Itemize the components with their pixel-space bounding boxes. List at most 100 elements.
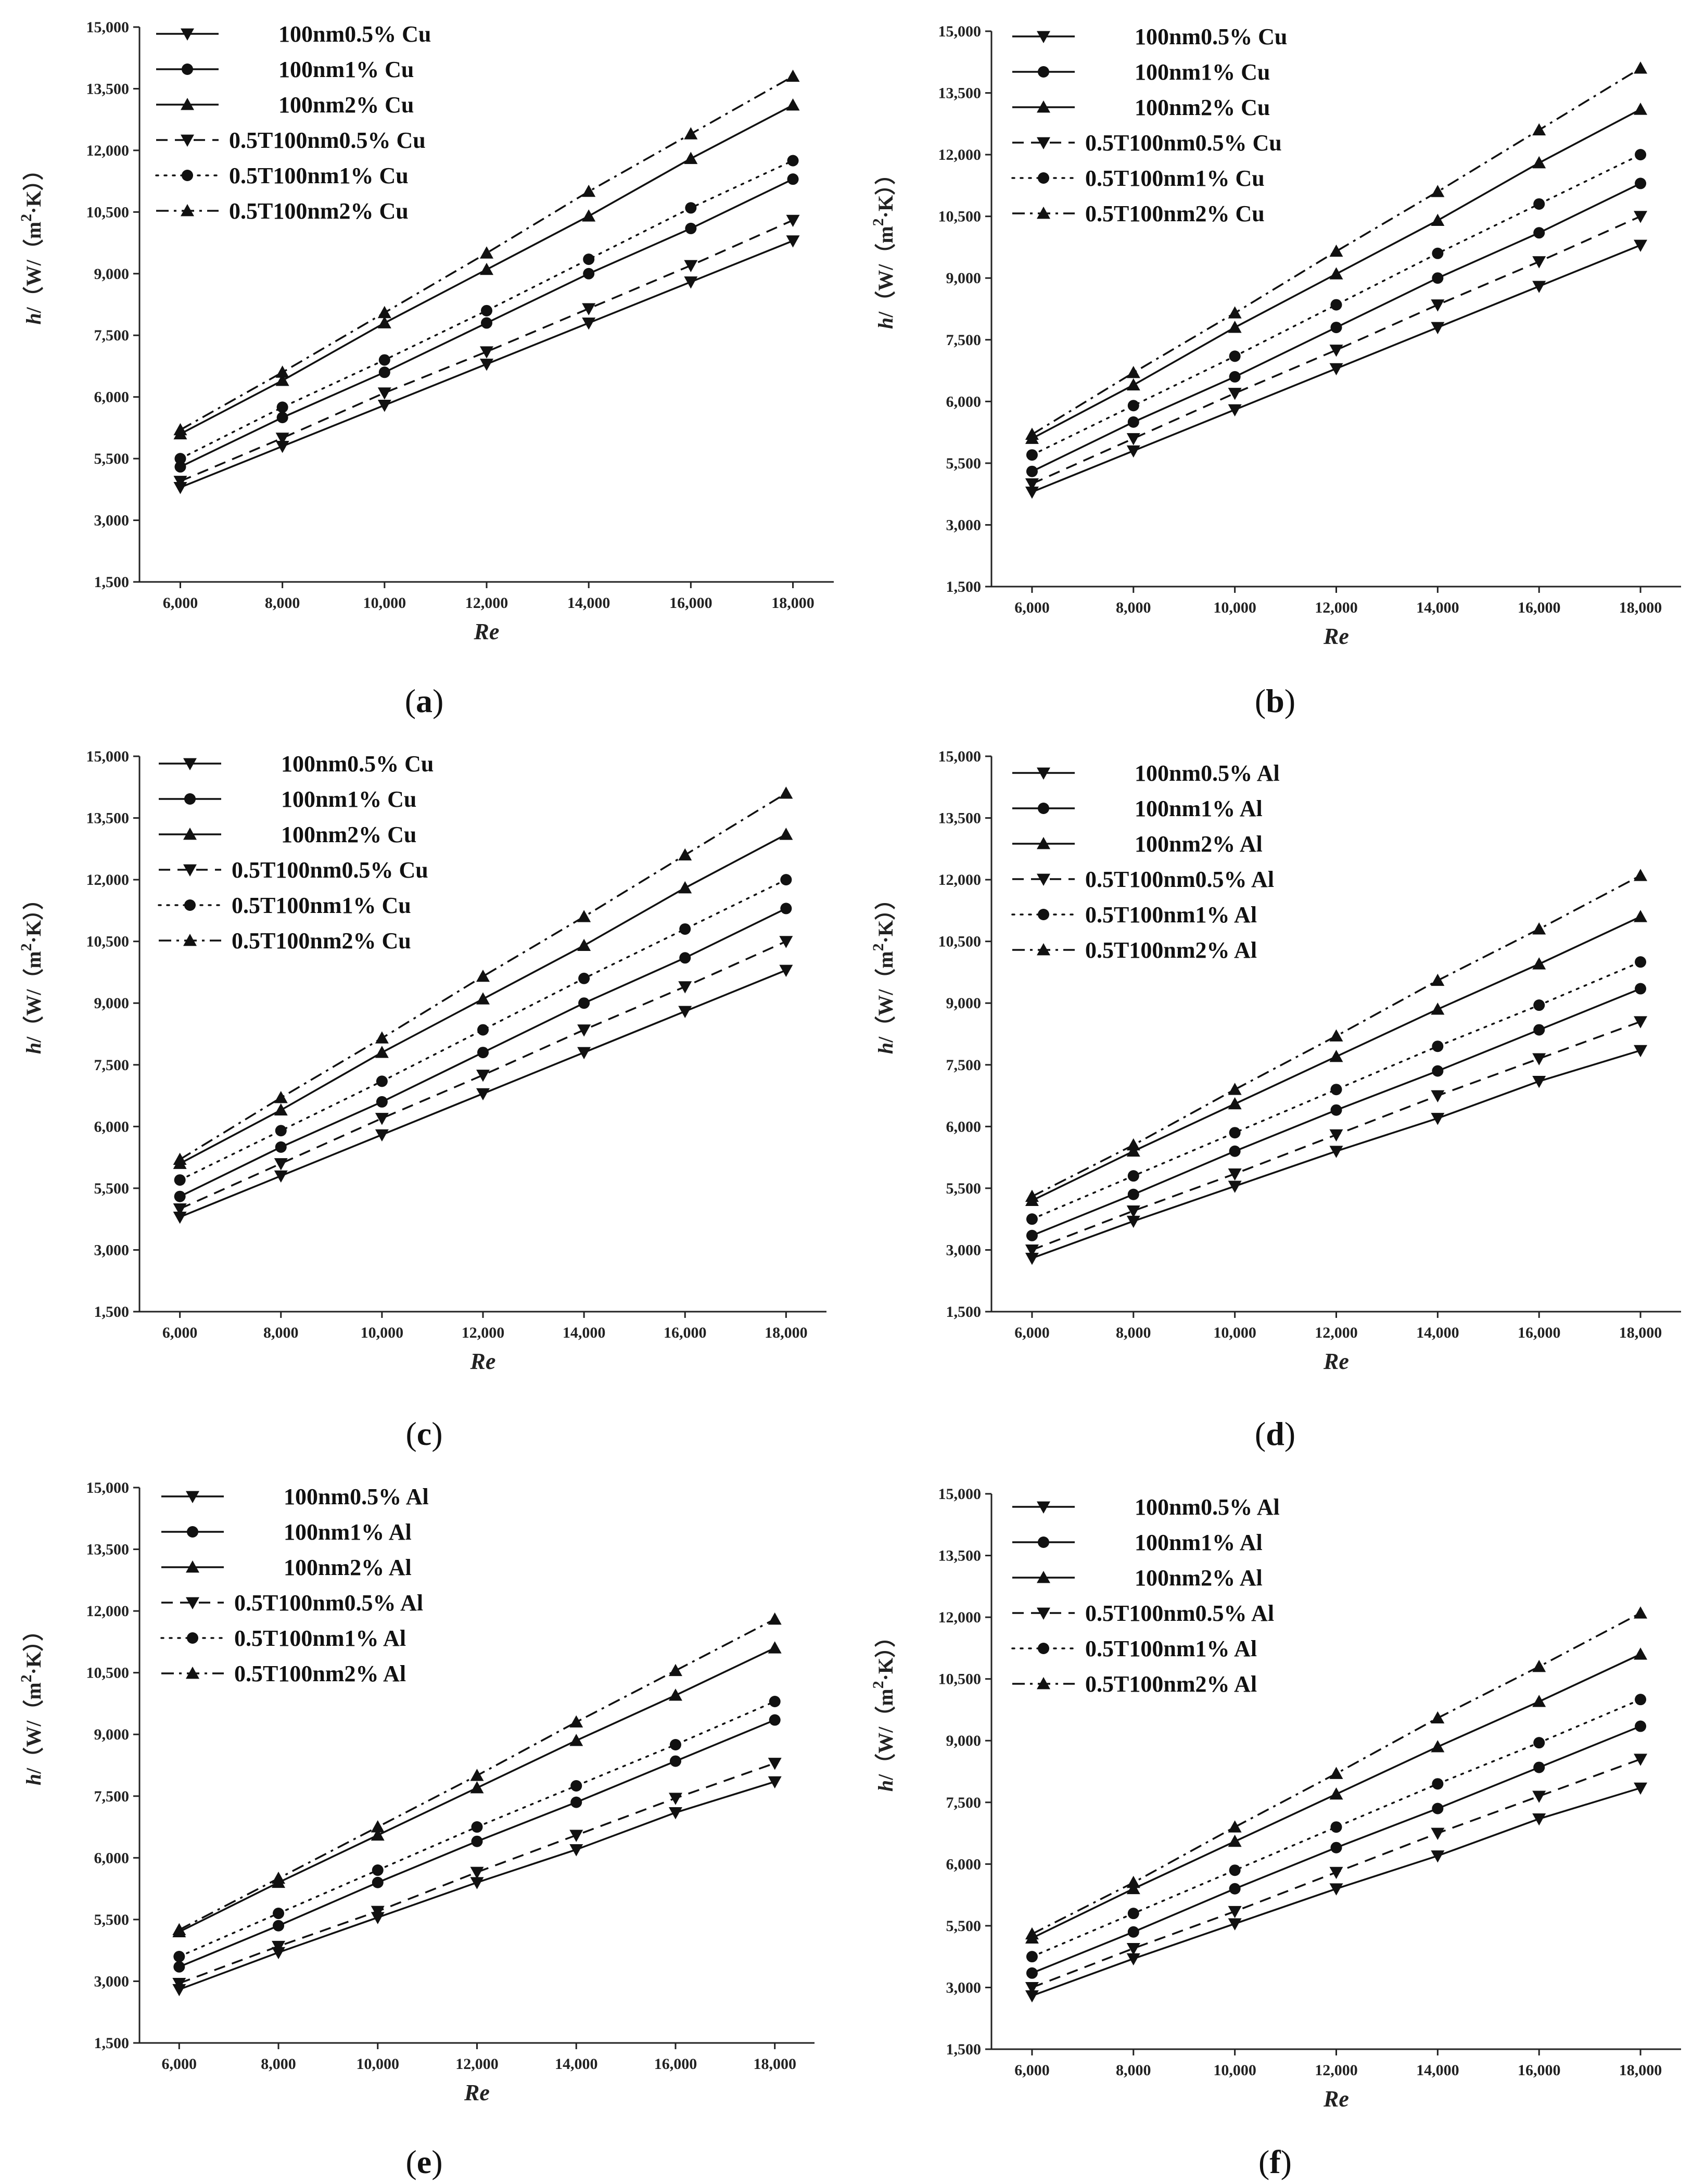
chart-panel-b: 1,500 3,000 5,500 6,000 7,500 9,000 10,500 12,0… bbox=[870, 23, 1681, 719]
data-point bbox=[173, 423, 187, 436]
y-axis-title-unit: /（W/（m bbox=[874, 1688, 897, 1781]
data-point bbox=[276, 401, 288, 413]
legend-label: 0.5T100nm0.5% Cu bbox=[1085, 130, 1282, 156]
data-point bbox=[470, 1877, 484, 1889]
legend-label: 0.5T100nm2% Cu bbox=[229, 198, 409, 224]
data-point bbox=[1431, 299, 1445, 312]
x-tick-label: 16,000 bbox=[669, 594, 712, 612]
data-point bbox=[578, 997, 590, 1009]
data-point bbox=[1229, 350, 1241, 362]
data-point bbox=[1634, 1606, 1648, 1619]
y-axis-title-suffix: ·K）） bbox=[22, 159, 45, 213]
data-point bbox=[1025, 1189, 1039, 1202]
data-point bbox=[1634, 1016, 1648, 1028]
data-point bbox=[583, 268, 595, 280]
data-point bbox=[375, 1113, 389, 1125]
data-point bbox=[1431, 322, 1445, 335]
y-axis-title-suffix: ·K）） bbox=[874, 1627, 897, 1681]
x-axis-title: Re bbox=[1323, 624, 1349, 649]
data-point bbox=[173, 1951, 185, 1963]
legend-label: 100nm1% Al bbox=[284, 1519, 412, 1545]
data-point bbox=[470, 1781, 484, 1794]
data-point bbox=[577, 938, 591, 951]
x-tick-label: 14,000 bbox=[1416, 2062, 1459, 2079]
y-tick-label: 13,500 bbox=[938, 85, 982, 102]
data-point bbox=[768, 1612, 782, 1625]
data-point bbox=[569, 1734, 583, 1746]
data-point bbox=[1229, 371, 1241, 383]
data-point bbox=[582, 209, 596, 222]
data-point bbox=[1431, 973, 1445, 986]
data-point bbox=[1330, 1084, 1342, 1096]
legend-marker bbox=[184, 793, 196, 805]
data-point bbox=[569, 1844, 583, 1857]
data-point bbox=[1533, 198, 1545, 210]
data-point bbox=[375, 1031, 389, 1044]
data-point bbox=[1026, 1951, 1038, 1963]
x-axis-title: Re bbox=[1323, 2086, 1349, 2112]
data-point bbox=[275, 441, 289, 453]
data-point bbox=[1126, 1942, 1140, 1956]
panel-caption-letter: f bbox=[1269, 2143, 1281, 2180]
y-tick-label: 12,000 bbox=[86, 1603, 130, 1620]
data-point bbox=[1432, 272, 1444, 284]
data-point bbox=[1432, 1065, 1444, 1077]
legend-label: 100nm2% Al bbox=[1135, 831, 1263, 857]
y-tick-label: 7,500 bbox=[94, 327, 130, 344]
data-point bbox=[678, 881, 692, 894]
data-point bbox=[272, 1871, 286, 1884]
x-tick-label: 14,000 bbox=[555, 2055, 598, 2073]
x-tick-label: 6,000 bbox=[162, 1324, 198, 1341]
legend-marker bbox=[186, 1597, 199, 1609]
data-point bbox=[275, 1125, 287, 1137]
legend-marker bbox=[1037, 837, 1050, 849]
data-point bbox=[1126, 1144, 1140, 1157]
x-tick-label: 10,000 bbox=[357, 2055, 400, 2073]
legend-marker bbox=[1037, 100, 1050, 113]
y-tick-label: 6,000 bbox=[946, 1118, 982, 1135]
data-point bbox=[678, 848, 692, 861]
y-axis-title: h/（W/（m2·K）） bbox=[18, 159, 45, 324]
legend-label: 100nm2% Cu bbox=[278, 92, 414, 118]
data-point bbox=[779, 786, 793, 799]
data-point bbox=[769, 1695, 781, 1707]
data-point bbox=[172, 1984, 186, 1997]
data-point bbox=[1329, 345, 1343, 357]
data-point bbox=[1431, 1740, 1445, 1753]
data-point bbox=[685, 222, 697, 234]
chart-panel-e: 1,500 3,000 5,500 6,000 7,500 9,000 10,500 12,0… bbox=[18, 1479, 815, 2180]
y-tick-label: 9,000 bbox=[94, 1726, 130, 1743]
data-point bbox=[1432, 247, 1444, 259]
data-point bbox=[1228, 1083, 1242, 1095]
y-tick-label: 3,000 bbox=[946, 1241, 982, 1259]
data-point bbox=[1431, 1711, 1445, 1724]
data-point bbox=[1532, 1695, 1546, 1707]
y-tick-label: 10,500 bbox=[86, 1665, 130, 1682]
data-point bbox=[173, 1152, 187, 1165]
y-axis-title: h/（W/（m2·K）） bbox=[870, 1627, 897, 1792]
data-point bbox=[779, 936, 793, 948]
data-point bbox=[578, 972, 590, 984]
data-point bbox=[1025, 427, 1039, 440]
y-tick-label: 12,000 bbox=[938, 146, 982, 163]
data-point bbox=[1329, 1129, 1343, 1142]
data-point bbox=[577, 910, 591, 922]
y-tick-label: 15,000 bbox=[938, 1485, 982, 1503]
legend-marker bbox=[186, 1491, 199, 1503]
y-tick-label: 1,500 bbox=[94, 1303, 130, 1320]
y-tick-label: 13,500 bbox=[938, 1547, 982, 1565]
data-point bbox=[1126, 366, 1140, 378]
x-axis-title: Re bbox=[470, 1349, 496, 1374]
panel-caption-close: ) bbox=[1284, 1415, 1295, 1452]
y-axis-title-symbol: h bbox=[874, 1780, 897, 1792]
y-tick-label: 1,500 bbox=[946, 1303, 982, 1320]
legend-label: 100nm0.5% Al bbox=[1135, 760, 1280, 786]
data-point bbox=[1127, 1188, 1139, 1200]
y-axis-title: h/（W/（m2·K）） bbox=[18, 1620, 45, 1785]
data-point bbox=[1634, 1782, 1648, 1795]
data-point bbox=[1025, 1245, 1039, 1257]
y-tick-label: 5,500 bbox=[946, 455, 982, 472]
data-point bbox=[684, 127, 698, 139]
data-point bbox=[1228, 388, 1242, 400]
y-axis-title-symbol: h bbox=[874, 1043, 897, 1054]
